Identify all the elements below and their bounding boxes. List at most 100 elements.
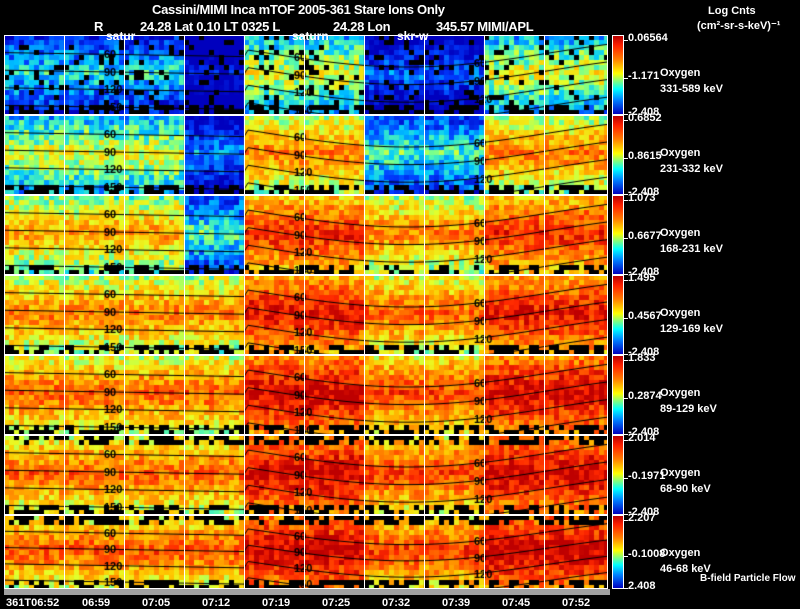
species-name: Oxygen (660, 387, 701, 399)
time-tick-label: 07:05 (142, 597, 171, 609)
colorbar-cmid-label: 0.8615 (628, 150, 662, 163)
time-gridline (244, 195, 245, 275)
time-gridline (64, 275, 65, 355)
time-gridline (544, 355, 545, 435)
colorbar-cmid-label: 0.4567 (628, 310, 662, 323)
time-gridline (184, 435, 185, 515)
colorbar-tick (624, 588, 628, 590)
colorbar (612, 515, 624, 589)
energy-range: 89-129 keV (660, 403, 717, 415)
energy-range: 331-589 keV (660, 83, 723, 95)
energy-range: 46-68 keV (660, 563, 711, 575)
panel-frame (4, 195, 608, 275)
time-gridline (484, 115, 485, 195)
species-label: Oxygen 68-90 keV (660, 465, 711, 497)
time-gridline (124, 275, 125, 355)
time-gridline (304, 195, 305, 275)
colorbar-cmid-label: -0.1008 (628, 547, 666, 560)
colorbar-tick (624, 555, 628, 557)
species-label: Oxygen 129-169 keV (660, 305, 723, 337)
time-gridline (124, 115, 125, 195)
time-gridline (544, 195, 545, 275)
colorbar-cmax-label: 2.207 (628, 512, 656, 524)
species-label: Oxygen 168-231 keV (660, 225, 723, 257)
colorbar-tick (624, 318, 628, 320)
colorbar-tick (624, 158, 628, 160)
colorbar-cmax-label: 2.014 (628, 432, 656, 444)
time-tick-label: 361T06:52 (6, 597, 60, 609)
time-tick-label: 07:12 (202, 597, 231, 609)
species-label: Oxygen 231-332 keV (660, 145, 723, 177)
panel-frame (4, 35, 608, 115)
colorbar-cmax-label: 1.833 (628, 352, 656, 364)
colorbar-cmid-label: -1.171 (628, 70, 660, 83)
spectrogram-panel (4, 275, 608, 355)
colorbar-tick (624, 433, 628, 435)
species-name: Oxygen (660, 227, 701, 239)
colorbar-cmin-label: -2.408 (628, 425, 660, 438)
colorbar-tick (624, 200, 628, 201)
time-gridline (244, 35, 245, 115)
species-label: Oxygen 89-129 keV (660, 385, 717, 417)
panel-row (4, 435, 610, 515)
energy-range: 231-332 keV (660, 163, 723, 175)
time-gridline (64, 35, 65, 115)
time-gridline (64, 195, 65, 275)
time-gridline (484, 195, 485, 275)
time-tick-label: 07:19 (262, 597, 291, 609)
colorbar-tick (624, 120, 628, 121)
top-label-skr-w: skr-w (397, 29, 429, 43)
energy-range: 129-169 keV (660, 323, 723, 335)
time-gridline (424, 435, 425, 515)
time-gridline (304, 275, 305, 355)
time-gridline (64, 115, 65, 195)
time-tick-label: 07:32 (382, 597, 411, 609)
time-gridline (364, 515, 365, 589)
colorbar-tick (624, 78, 628, 80)
time-gridline (64, 515, 65, 589)
time-gridline (364, 195, 365, 275)
header-mimi: 345.57 MIMI/APL (436, 19, 534, 34)
time-gridline (484, 35, 485, 115)
time-gridline (544, 275, 545, 355)
panel-row (4, 355, 610, 435)
colorbar-cmin-label: -2.408 (628, 265, 660, 278)
panel-frame (4, 115, 608, 195)
colorbar-cmin-label: -2.408 (628, 345, 660, 358)
time-gridline (424, 355, 425, 435)
species-name: Oxygen (660, 147, 701, 159)
time-gridline (124, 35, 125, 115)
time-gridline (244, 435, 245, 515)
time-gridline (304, 355, 305, 435)
spectrogram-panel (4, 35, 608, 115)
top-label-satur: satur (106, 29, 136, 43)
colorbar-cmax-label: 1.073 (628, 192, 656, 204)
colorbar-tick (624, 440, 628, 441)
energy-range: 168-231 keV (660, 243, 723, 255)
colorbar-cmin-label: -2.408 (628, 505, 660, 518)
header-r-label: R (94, 19, 104, 34)
time-gridline (364, 35, 365, 115)
time-gridline (244, 355, 245, 435)
time-gridline (364, 435, 365, 515)
species-name: Oxygen (660, 467, 701, 479)
panel-frame (4, 355, 608, 435)
colorbar-tick (624, 478, 628, 480)
colorbar-tick (624, 238, 628, 240)
time-gridline (304, 35, 305, 115)
time-gridline (124, 355, 125, 435)
time-gridline (484, 515, 485, 589)
species-name: Oxygen (660, 547, 701, 559)
species-label: Oxygen 46-68 keV (660, 545, 711, 577)
time-gridline (544, 115, 545, 195)
spectrogram-panel (4, 515, 608, 589)
colorbar-tick (624, 520, 628, 521)
time-gridline (184, 275, 185, 355)
time-gridline (364, 115, 365, 195)
colorbar-cmid-label: 0.6677 (628, 230, 662, 243)
time-gridline (544, 435, 545, 515)
units-subtitle: (cm²-sr-s-keV)⁻¹ (697, 20, 781, 32)
time-gridline (184, 115, 185, 195)
colorbar (612, 115, 624, 195)
time-gridline (304, 115, 305, 195)
